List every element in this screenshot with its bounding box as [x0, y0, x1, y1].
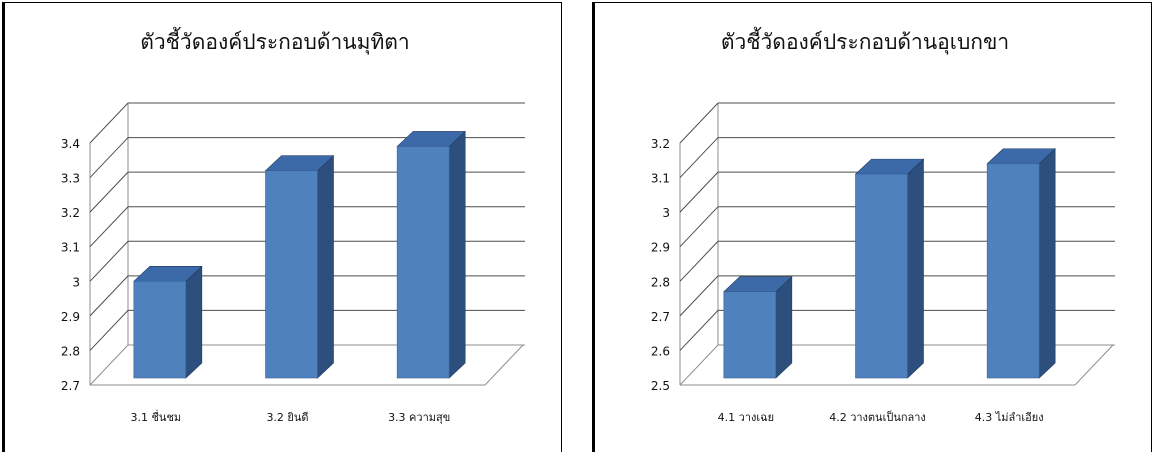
- y-tick-label: 3: [72, 275, 80, 289]
- x-category-label: 3.3 ความสุข: [388, 411, 450, 424]
- bar-chart-ubekkha: 2.5 2.6 2.7 2.8 2.9 3 3.1 3.2 4.1 วางเฉย 4.2 วางต…: [651, 27, 1115, 424]
- y-tick-label: 2.6: [651, 344, 670, 358]
- chart-panel-ubekkha: 2.5 2.6 2.7 2.8 2.9 3 3.1 3.2 4.1 วางเฉย 4.2 วางต…: [592, 2, 1152, 452]
- y-tick-label: 3.1: [651, 172, 670, 186]
- chart-title: ตัวชี้วัดองค์ประกอบด้านมุทิตา: [140, 27, 409, 55]
- x-category-label: 4.1 วางเฉย: [718, 411, 774, 424]
- x-category-label: 4.2 วางตนเป็นกลาง: [829, 410, 926, 424]
- y-tick-label: 3.1: [61, 241, 80, 255]
- bar-front: [396, 146, 450, 379]
- x-category-label: 4.3 ไม่ลำเอียง: [975, 411, 1044, 424]
- chart-panel-muthita: 2.7 2.8 2.9 3 3.1 3.2 3.3 3.4 3.1 ชื่นชม 3.2 ยินด…: [2, 2, 562, 452]
- gridline: [89, 171, 525, 213]
- gridline: [679, 275, 1115, 317]
- floor-right-edge: [484, 344, 524, 386]
- chart-plot: 2.7 2.8 2.9 3 3.1 3.2 3.3 3.4 3.1 ชื่นชม 3.2 ยินด…: [61, 102, 525, 424]
- gridline: [679, 240, 1115, 282]
- bar-front: [723, 291, 777, 379]
- bar: [986, 148, 1056, 379]
- bar-side: [185, 265, 203, 379]
- gridline: [679, 171, 1115, 213]
- y-tick-label: 2.8: [61, 344, 80, 358]
- bar-chart-muthita: 2.7 2.8 2.9 3 3.1 3.2 3.3 3.4 3.1 ชื่นชม 3.2 ยินด…: [61, 27, 525, 424]
- y-tick-label: 2.7: [651, 310, 670, 324]
- y-tick-label: 3.4: [61, 137, 80, 151]
- bar: [854, 158, 925, 379]
- y-tick-label: 2.9: [651, 241, 670, 255]
- gridline: [679, 137, 1115, 178]
- gridline: [89, 309, 525, 351]
- bar-side: [448, 130, 466, 379]
- bar: [264, 154, 335, 379]
- gridline: [89, 240, 525, 282]
- bar-front: [133, 280, 187, 379]
- gridline: [679, 309, 1115, 351]
- bar-front: [265, 170, 318, 379]
- bar-front: [986, 163, 1040, 379]
- bar-side: [775, 275, 793, 379]
- chart-plot: 2.5 2.6 2.7 2.8 2.9 3 3.1 3.2 4.1 วางเฉย 4.2 วางต…: [651, 102, 1115, 424]
- y-tick-label: 3.2: [61, 206, 80, 220]
- gridline: [89, 137, 525, 178]
- bar-side: [1038, 148, 1056, 379]
- floor-right-edge: [1074, 344, 1114, 386]
- chart-title: ตัวชี้วัดองค์ประกอบด้านอุเบกขา: [721, 27, 1009, 55]
- x-category-label: 3.1 ชื่นชม: [130, 409, 181, 424]
- bar-side: [317, 154, 334, 379]
- bar: [723, 275, 793, 379]
- y-tick-label: 2.8: [651, 275, 670, 289]
- y-tick-label: 3: [662, 206, 670, 220]
- gridline: [89, 344, 525, 386]
- gridline: [89, 206, 525, 248]
- y-tick-label: 2.9: [61, 310, 80, 324]
- y-tick-label: 2.7: [61, 379, 80, 393]
- y-tick-label: 2.5: [651, 379, 670, 393]
- y-tick-label: 3.2: [651, 137, 670, 151]
- gridline: [679, 206, 1115, 248]
- gridline: [89, 275, 525, 317]
- gridline: [679, 344, 1115, 386]
- bar-side: [907, 158, 924, 379]
- y-tick-label: 3.3: [61, 172, 80, 186]
- bar-front: [855, 173, 908, 379]
- gridline: [89, 102, 525, 144]
- bar: [133, 265, 203, 379]
- bar: [396, 130, 466, 379]
- gridline: [679, 102, 1115, 144]
- x-category-label: 3.2 ยินดี: [266, 411, 308, 424]
